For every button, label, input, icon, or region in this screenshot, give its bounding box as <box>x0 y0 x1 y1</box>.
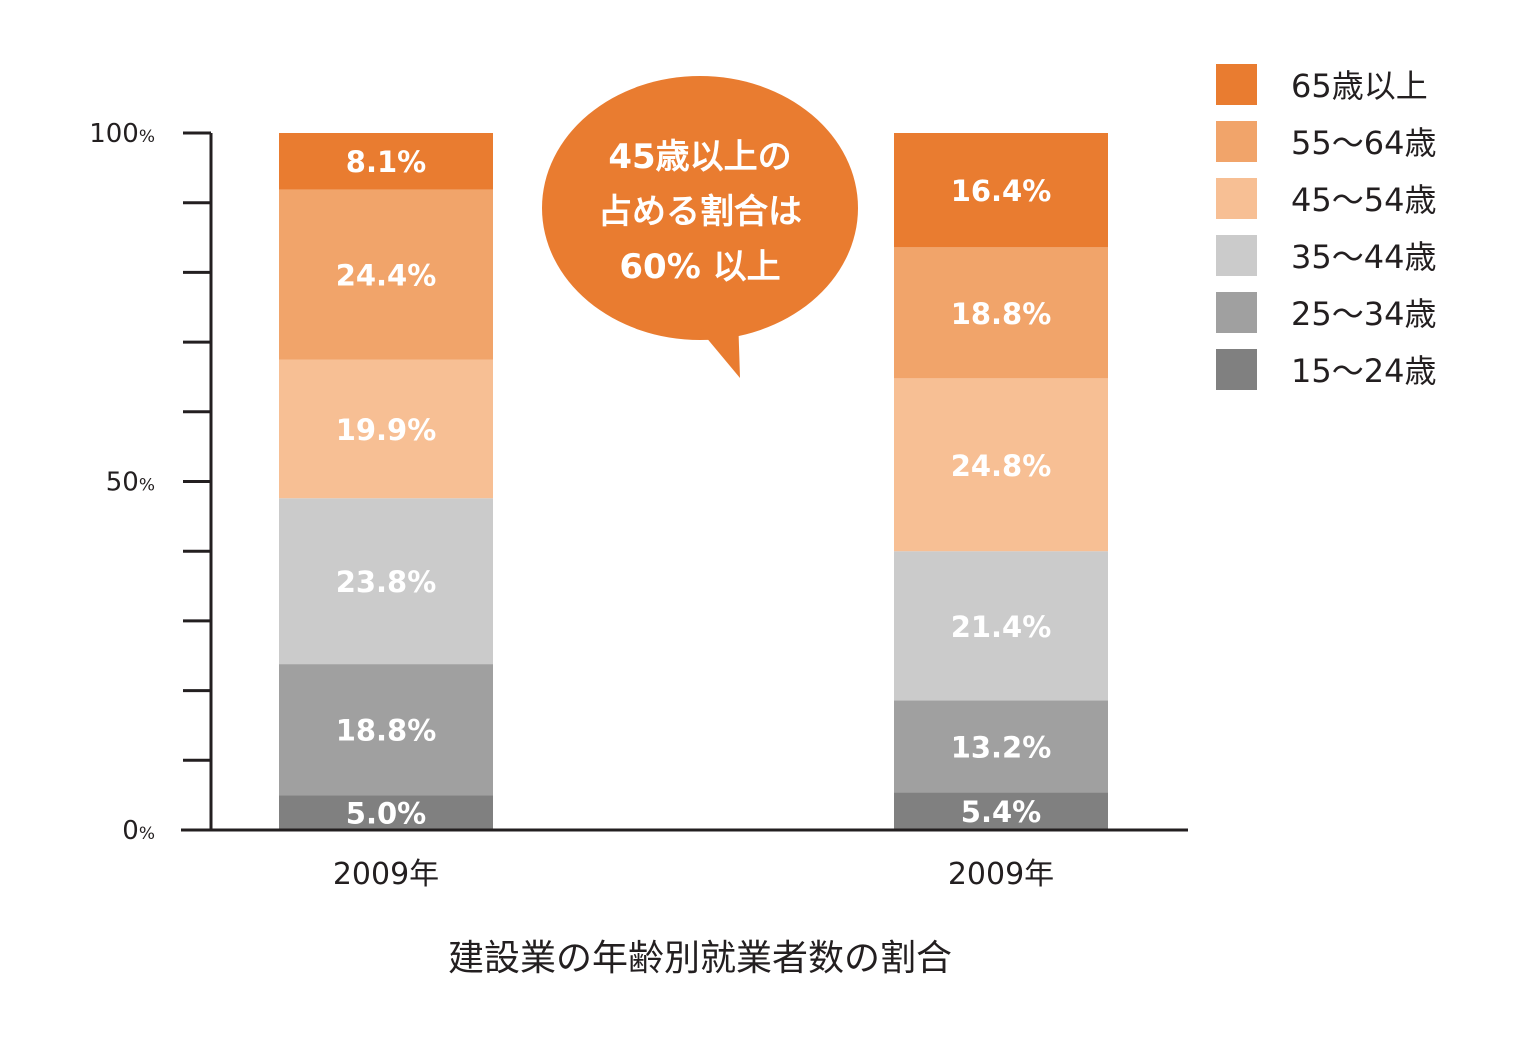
legend-swatch <box>1216 292 1257 333</box>
data-label: 19.9% <box>336 413 437 447</box>
data-label: 5.0% <box>346 797 426 831</box>
callout-text: 60% 以上 <box>619 247 780 287</box>
legend-label: 45〜54歳 <box>1291 181 1436 219</box>
bar-segment <box>894 133 1108 248</box>
bar-segment <box>279 795 493 830</box>
bar-segment <box>894 378 1108 552</box>
data-label: 23.8% <box>336 565 437 599</box>
bar-segment <box>894 247 1108 379</box>
callout-bubble <box>542 76 858 340</box>
data-label: 13.2% <box>951 730 1052 764</box>
legend-swatch <box>1216 178 1257 219</box>
legend-label: 15〜24歳 <box>1291 352 1436 390</box>
callout-text: 45歳以上の <box>608 137 791 177</box>
callout-text: 占める割合は <box>598 192 802 232</box>
data-label: 21.4% <box>951 610 1052 644</box>
data-label: 8.1% <box>346 145 426 179</box>
data-label: 16.4% <box>951 174 1052 208</box>
data-label: 5.4% <box>961 795 1041 829</box>
data-label: 24.8% <box>951 449 1052 483</box>
legend-swatch <box>1216 235 1257 276</box>
data-label: 24.4% <box>336 258 437 292</box>
bar-segment <box>894 792 1108 830</box>
legend-swatch <box>1216 349 1257 390</box>
y-tick-label: 100% <box>89 119 155 149</box>
category-label: 2009年 <box>948 857 1054 892</box>
category-label: 2009年 <box>333 857 439 892</box>
bar-segment <box>279 189 493 360</box>
legend-swatch <box>1216 121 1257 162</box>
legend-swatch <box>1216 64 1257 105</box>
legend-label: 35〜44歳 <box>1291 238 1436 276</box>
chart-title: 建設業の年齢別就業者数の割合 <box>448 938 952 979</box>
data-label: 18.8% <box>951 297 1052 331</box>
callout-tail <box>700 315 740 378</box>
bar-segment <box>894 551 1108 701</box>
bar-segment <box>279 664 493 796</box>
y-tick-label: 0% <box>122 816 155 846</box>
legend-label: 55〜64歳 <box>1291 124 1436 162</box>
bar-segment <box>279 359 493 499</box>
bar-segment <box>894 700 1108 793</box>
bar-segment <box>279 133 493 190</box>
data-label: 18.8% <box>336 714 437 748</box>
y-tick-label: 50% <box>106 468 155 498</box>
legend-label: 65歳以上 <box>1291 67 1428 105</box>
legend-label: 25〜34歳 <box>1291 295 1436 333</box>
bar-segment <box>279 498 493 665</box>
